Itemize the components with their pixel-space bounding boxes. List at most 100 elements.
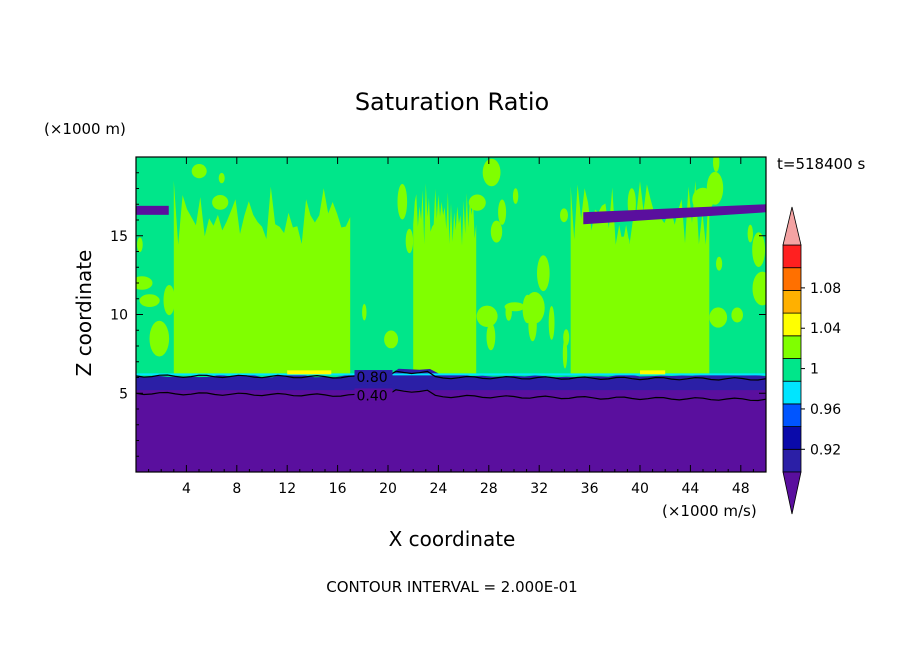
x-tick-label: 12 bbox=[278, 481, 296, 497]
x-tick-label: 28 bbox=[480, 481, 498, 497]
colorbar: 1.08 1.04 1 0.96 0.92 bbox=[782, 206, 841, 515]
colorbar-tick-label: 0.92 bbox=[810, 442, 841, 458]
supersaturation-spot bbox=[640, 370, 666, 375]
moisture-patch bbox=[612, 309, 634, 344]
moisture-patch bbox=[212, 195, 229, 210]
chart-title: Saturation Ratio bbox=[354, 88, 550, 116]
moisture-patch bbox=[498, 199, 507, 225]
upper-dry-streak-left bbox=[136, 205, 169, 215]
moisture-patch bbox=[384, 330, 399, 349]
contour-line bbox=[136, 389, 766, 402]
contour-interval-note: CONTOUR INTERVAL = 2.000E-01 bbox=[326, 578, 578, 596]
colorbar-min-triangle bbox=[782, 471, 802, 515]
colorbar-max-triangle bbox=[782, 206, 802, 246]
moisture-patch bbox=[272, 333, 292, 351]
x-tick-label: 44 bbox=[681, 481, 699, 497]
y-tick-label: 5 bbox=[119, 386, 128, 402]
moisture-patch bbox=[731, 307, 743, 323]
moisture-patch bbox=[512, 188, 519, 204]
colorbar-box bbox=[782, 426, 802, 450]
colorbar-box bbox=[782, 289, 802, 314]
moisture-patch bbox=[417, 347, 430, 375]
moisture-patch bbox=[747, 224, 753, 243]
moisture-patch bbox=[397, 183, 408, 220]
moisture-patch bbox=[562, 339, 568, 369]
colorbar-box bbox=[782, 244, 802, 269]
x-tick-label: 36 bbox=[581, 481, 599, 497]
colorbar-box bbox=[782, 380, 802, 405]
moisture-patch bbox=[528, 307, 537, 342]
moisture-patch bbox=[716, 256, 723, 271]
moisture-patch bbox=[468, 194, 486, 211]
moisture-patch bbox=[476, 305, 498, 327]
moisture-patch bbox=[192, 332, 211, 358]
moisture-patch bbox=[683, 286, 701, 322]
moisture-patch bbox=[191, 164, 207, 179]
supersaturation-spot bbox=[287, 370, 332, 375]
moisture-patch bbox=[752, 232, 765, 267]
moisture-patch bbox=[261, 345, 278, 358]
moisture-patch bbox=[482, 158, 501, 187]
time-label: t=518400 s bbox=[777, 155, 866, 173]
moisture-patch bbox=[270, 317, 292, 330]
moisture-patch bbox=[137, 237, 143, 252]
moisture-patch bbox=[713, 157, 720, 172]
moisture-patch bbox=[706, 171, 724, 205]
moisture-patch bbox=[207, 271, 212, 303]
moisture-patch bbox=[362, 304, 367, 321]
moisture-patch bbox=[250, 238, 258, 265]
colorbar-box bbox=[782, 312, 802, 337]
x-tick-label: 8 bbox=[232, 481, 241, 497]
colorbar-box bbox=[782, 267, 802, 291]
colorbar-tick-label: 1.04 bbox=[810, 321, 841, 337]
supersaturated-column bbox=[570, 180, 710, 375]
x-tick-label: 48 bbox=[732, 481, 750, 497]
moisture-patch bbox=[439, 262, 457, 289]
moisture-patch bbox=[563, 329, 570, 346]
colorbar-tick-label: 0.96 bbox=[810, 402, 841, 418]
moisture-patch bbox=[136, 276, 153, 290]
contour-label: 0.40 bbox=[357, 388, 388, 404]
moisture-patch bbox=[752, 271, 766, 306]
colorbar-tick-label: 1 bbox=[810, 362, 819, 378]
colorbar-box bbox=[782, 335, 802, 359]
y-axis-unit: (×1000 m) bbox=[44, 120, 126, 138]
x-tick-label: 40 bbox=[631, 481, 649, 497]
moisture-patch bbox=[458, 259, 472, 289]
moisture-patch bbox=[505, 303, 512, 321]
moisture-patch bbox=[560, 208, 568, 223]
colorbar-box bbox=[782, 448, 802, 473]
moisture-patch bbox=[537, 255, 550, 292]
colorbar-box bbox=[782, 358, 802, 382]
contour-line bbox=[136, 370, 766, 381]
x-tick-label: 20 bbox=[379, 481, 397, 497]
x-axis-unit: (×1000 m/s) bbox=[662, 502, 757, 520]
moisture-patch bbox=[617, 290, 635, 315]
moisture-patch bbox=[618, 236, 630, 247]
moisture-patch bbox=[490, 220, 503, 243]
contour-label-bg bbox=[354, 370, 393, 385]
moisture-patch bbox=[548, 306, 555, 340]
moisture-patch bbox=[178, 240, 189, 249]
moisture-patch bbox=[486, 323, 496, 351]
y-tick-label: 15 bbox=[110, 229, 128, 245]
colorbar-tick-label: 1.08 bbox=[810, 281, 841, 297]
field-layer bbox=[136, 157, 766, 472]
moisture-patch bbox=[579, 340, 594, 366]
moisture-patch bbox=[163, 285, 175, 316]
x-tick-label: 32 bbox=[530, 481, 548, 497]
moisture-patch bbox=[588, 331, 601, 346]
supersaturated-column bbox=[173, 180, 351, 375]
y-tick-label: 10 bbox=[110, 308, 128, 324]
upper-dry-streak bbox=[583, 204, 766, 225]
moisture-patch bbox=[405, 228, 414, 254]
x-axis-label: X coordinate bbox=[388, 527, 516, 551]
x-tick-label: 16 bbox=[329, 481, 347, 497]
moisture-patch bbox=[139, 294, 160, 307]
moisture-patch bbox=[258, 280, 265, 302]
moisture-patch bbox=[578, 253, 591, 286]
contour-label: 0.80 bbox=[357, 370, 388, 386]
moisture-patch bbox=[149, 320, 170, 357]
